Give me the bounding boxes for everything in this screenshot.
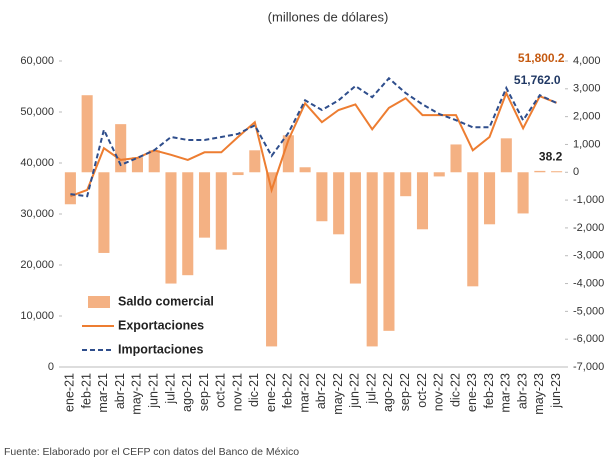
- bar: [81, 95, 93, 173]
- x-tick-label: mar-23: [499, 373, 513, 413]
- bar: [349, 172, 361, 284]
- bar: [282, 135, 294, 173]
- x-tick-label: oct-22: [415, 373, 429, 408]
- bar: [500, 138, 512, 173]
- bar: [215, 172, 227, 250]
- bar: [98, 172, 110, 253]
- value-label: 51,762.0: [514, 73, 561, 87]
- x-tick-label: nov-21: [230, 373, 244, 411]
- legend-label: Saldo comercial: [118, 294, 214, 308]
- x-tick-label: may-22: [331, 373, 345, 415]
- x-tick-label: nov-22: [432, 373, 446, 411]
- x-tick-label: abr-22: [314, 373, 328, 409]
- line-series: [70, 76, 558, 198]
- x-tick-label: ene-23: [465, 373, 479, 412]
- bar: [433, 172, 445, 177]
- bar: [165, 172, 177, 284]
- x-tick-label: feb-22: [281, 373, 295, 408]
- bar: [400, 172, 412, 197]
- x-tick-label: may-23: [532, 373, 546, 415]
- y-tick-label: 40,000: [20, 157, 54, 169]
- x-tick-label: sep-21: [197, 373, 211, 411]
- bar: [551, 171, 563, 173]
- legend-swatch: [88, 296, 110, 308]
- x-tick-label: jun-21: [147, 373, 161, 409]
- value-label: 38.2: [539, 149, 563, 163]
- bar: [383, 172, 395, 331]
- y2-tick-label: -3,000: [573, 250, 604, 262]
- x-tick-label: mar-22: [297, 373, 311, 413]
- y2-tick-label: -1,000: [573, 194, 604, 206]
- bar: [249, 150, 261, 173]
- chart-title: (millones de dólares): [268, 9, 389, 24]
- bar: [416, 172, 429, 230]
- x-tick-label: abr-23: [515, 373, 529, 409]
- x-tick-label: ago-22: [381, 373, 395, 412]
- x-tick-label: jun-22: [348, 373, 362, 409]
- bar: [198, 172, 211, 238]
- y2-tick-label: 0: [573, 166, 579, 178]
- x-tick-label: jun-23: [549, 373, 563, 409]
- x-tick-label: feb-23: [482, 373, 496, 408]
- bar: [333, 172, 345, 235]
- x-tick-label: feb-21: [79, 373, 93, 408]
- bar: [64, 172, 76, 205]
- bar: [517, 172, 529, 214]
- bar: [299, 167, 311, 173]
- y2-tick-label: -7,000: [573, 361, 604, 373]
- legend-label: Importaciones: [118, 342, 203, 356]
- x-tick-label: ene-21: [63, 373, 77, 412]
- x-tick-label: mar-21: [96, 373, 110, 413]
- value-label: 51,800.2: [518, 51, 565, 65]
- source-note: Fuente: Elaborado por el CEFP con datos …: [4, 446, 299, 458]
- x-tick-label: sep-22: [398, 373, 412, 411]
- line-series: [70, 90, 557, 198]
- bar: [266, 172, 278, 347]
- y2-tick-label: -5,000: [573, 305, 604, 317]
- bar: [450, 144, 462, 173]
- legend-label: Exportaciones: [118, 318, 204, 332]
- bar: [148, 150, 160, 173]
- bar: [534, 170, 546, 173]
- y-tick-label: 60,000: [20, 55, 54, 67]
- bar: [316, 172, 328, 222]
- bar: [182, 172, 194, 276]
- bar: [366, 172, 378, 347]
- x-tick-label: ene-22: [264, 373, 278, 412]
- bar: [467, 172, 479, 287]
- y2-tick-label: 1,000: [573, 138, 601, 150]
- y-tick-label: 20,000: [20, 259, 54, 271]
- y2-tick-label: -2,000: [573, 222, 604, 234]
- x-tick-label: dic-22: [448, 373, 462, 407]
- x-tick-label: abr-21: [113, 373, 127, 409]
- bar: [484, 172, 496, 225]
- x-tick-label: may-21: [130, 373, 144, 415]
- x-tick-label: oct-21: [214, 373, 228, 408]
- y2-tick-label: 3,000: [573, 83, 601, 95]
- y-tick-label: 10,000: [20, 310, 54, 322]
- y2-tick-label: -4,000: [573, 277, 604, 289]
- x-tick-label: jul-21: [163, 373, 177, 405]
- y2-tick-label: 4,000: [573, 55, 601, 67]
- x-tick-label: jul-22: [364, 373, 378, 405]
- y-tick-label: 50,000: [20, 106, 54, 118]
- bar: [232, 172, 244, 176]
- x-tick-label: dic-21: [247, 373, 261, 407]
- bar: [115, 124, 127, 173]
- bar: [131, 157, 143, 173]
- x-tick-label: ago-21: [180, 373, 194, 412]
- y-tick-label: 0: [48, 361, 54, 373]
- y2-tick-label: 2,000: [573, 111, 601, 123]
- y-tick-label: 30,000: [20, 208, 54, 220]
- y2-tick-label: -6,000: [573, 333, 604, 345]
